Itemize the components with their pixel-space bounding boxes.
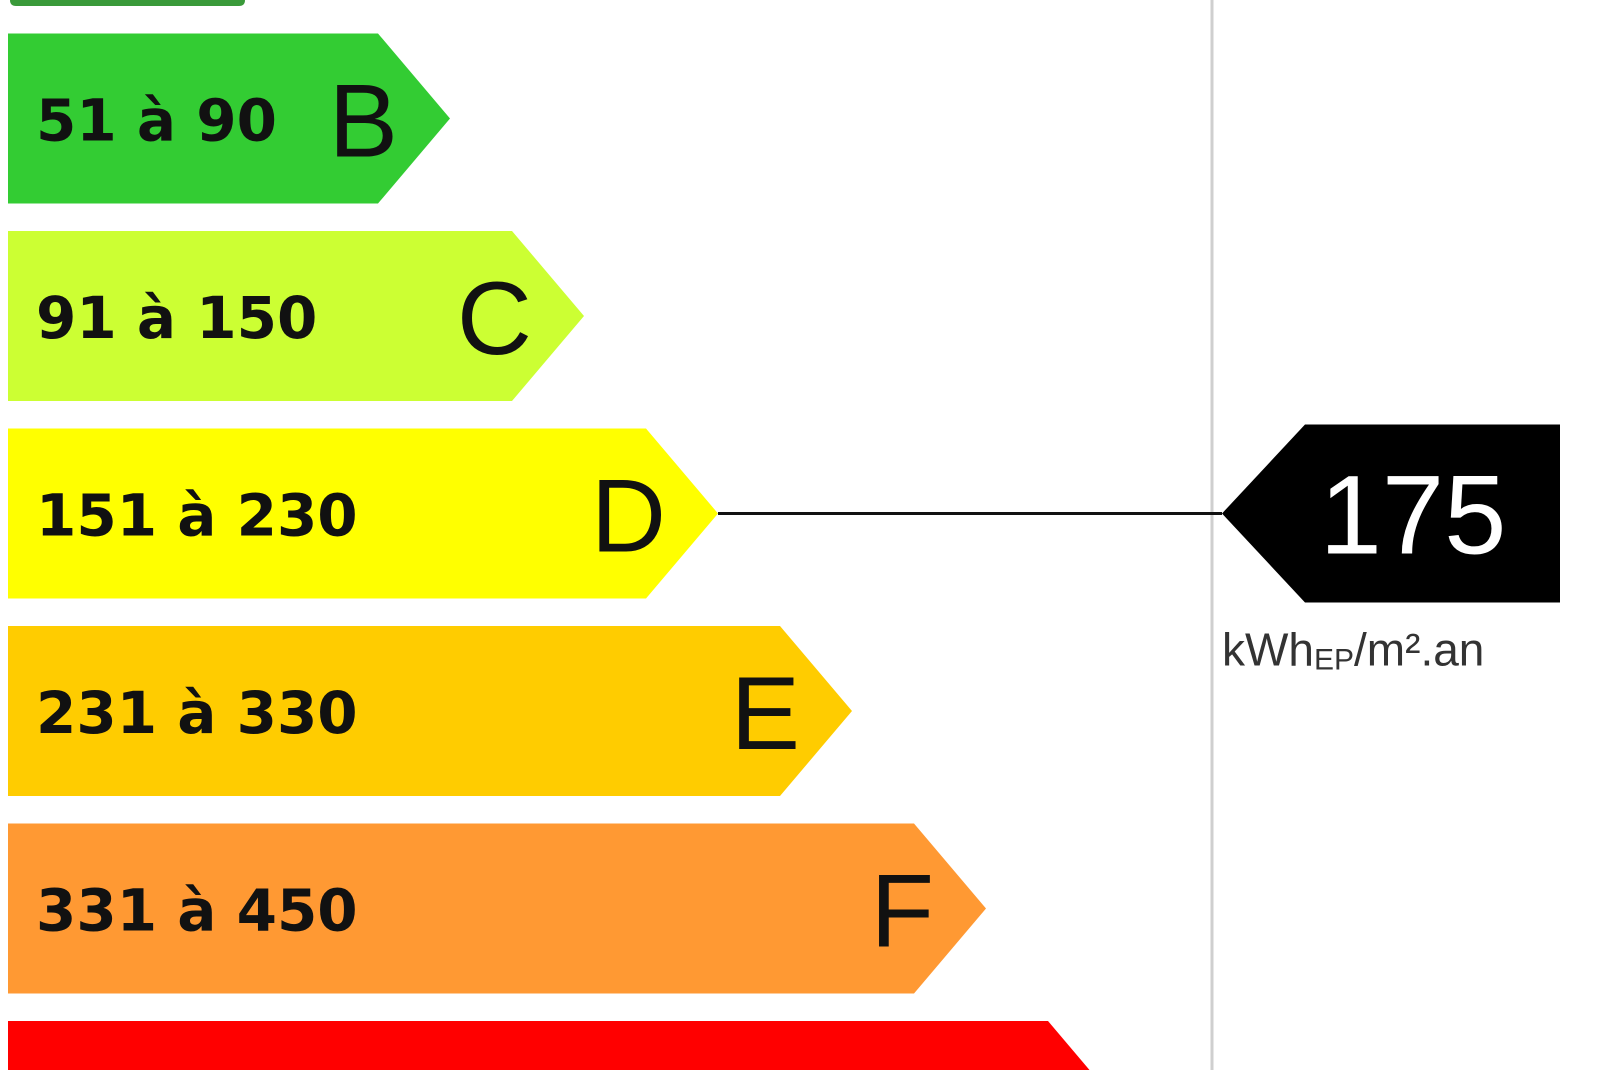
class-range: 331 à 450 — [36, 877, 358, 945]
class-range: 231 à 330 — [36, 679, 358, 747]
value-text: 175 — [1320, 453, 1507, 578]
unit-sub: EP — [1314, 644, 1354, 677]
class-letter: F — [870, 854, 934, 970]
class-bar-C: 91 à 150 C — [8, 231, 584, 401]
class-range: 91 à 150 — [36, 284, 317, 352]
unit-main: kWh — [1222, 624, 1314, 676]
class-arrow — [8, 428, 718, 599]
class-bar-row-6 — [8, 1021, 1090, 1070]
class-range: 51 à 90 — [36, 87, 277, 155]
class-arrow — [8, 231, 584, 401]
class-bar-E: 231 à 330 E — [8, 626, 852, 796]
class-letter: B — [329, 64, 398, 180]
class-letter: D — [591, 459, 666, 575]
class-bar-row-0 — [10, 0, 245, 6]
class-letter: E — [731, 656, 800, 772]
class-range: 151 à 230 — [36, 482, 358, 550]
class-bar-F: 331 à 450 F — [8, 823, 986, 994]
unit-rest: /m².an — [1354, 624, 1484, 676]
class-bar-D: 151 à 230 D — [8, 428, 718, 599]
value-indicator-tag — [1222, 424, 1560, 603]
class-arrow — [8, 1021, 1090, 1070]
class-arrow — [10, 0, 245, 6]
unit-text: kWhEP/m².an — [1222, 624, 1484, 677]
class-arrow — [8, 33, 450, 204]
class-letter: C — [457, 261, 532, 377]
class-arrow — [8, 626, 852, 796]
class-arrow — [8, 823, 986, 994]
class-bar-B: 51 à 90 B — [8, 33, 450, 204]
